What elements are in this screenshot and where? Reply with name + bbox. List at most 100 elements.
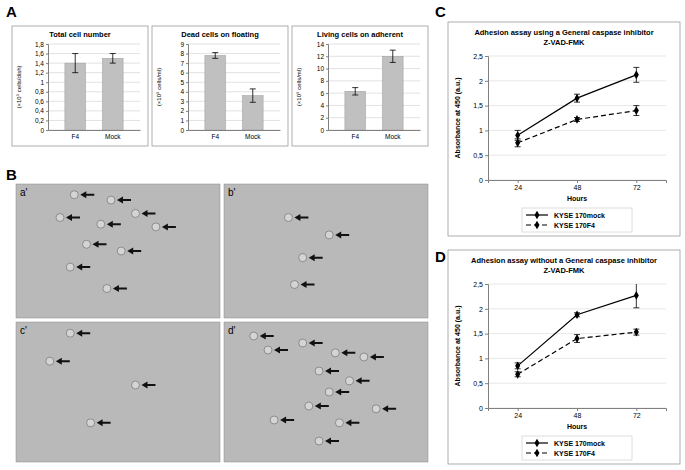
cell <box>107 196 115 204</box>
bar <box>102 58 123 130</box>
cell <box>284 214 292 222</box>
tick-label: F4 <box>71 133 79 140</box>
marker <box>574 94 579 103</box>
cell <box>325 388 333 396</box>
grid-line <box>48 53 140 54</box>
arrow <box>76 330 90 337</box>
tick-label: 9 <box>180 41 184 48</box>
grid <box>488 284 666 408</box>
grid <box>48 44 140 130</box>
plot-area: 00,511,522,5244872HoursAbsorbance at 450… <box>454 281 667 460</box>
line-chart: Adhesion assay using a General caspase i… <box>448 22 680 236</box>
grid-line <box>488 105 666 106</box>
arrow <box>325 368 339 375</box>
tick: 6 <box>180 69 188 76</box>
arrow <box>93 241 107 248</box>
grid-line <box>488 333 666 334</box>
plot-area: 0123456789F4Mock(×10⁵ cells/ml) <box>156 41 281 140</box>
tick-mark <box>186 63 188 64</box>
tick-label: 8 <box>320 77 324 84</box>
error-bar-cap <box>110 63 116 64</box>
arrow <box>345 419 359 426</box>
tick: 1,4 <box>35 60 48 67</box>
tick-mark <box>577 408 578 411</box>
cell <box>360 353 368 361</box>
arrow <box>66 214 80 221</box>
tick-label: 2,5 <box>473 53 483 60</box>
tick-label: 5 <box>180 79 184 86</box>
tick-label: 48 <box>574 412 582 419</box>
tick: 8 <box>180 50 188 57</box>
legend-frame <box>522 208 632 232</box>
arrow <box>294 214 308 221</box>
arrow <box>315 403 329 410</box>
cell <box>83 240 91 248</box>
micrograph: d' <box>224 322 428 462</box>
error-bar-stem <box>112 54 113 64</box>
grid <box>488 56 666 180</box>
tick-mark <box>186 111 188 112</box>
error-bar-cap <box>515 130 521 131</box>
arrow <box>370 354 384 361</box>
grid-line <box>48 120 140 121</box>
micrograph: c' <box>16 322 220 462</box>
grid-line <box>188 101 280 102</box>
grid-line <box>488 130 666 131</box>
grid-line <box>328 80 420 81</box>
bar-chart: Dead cells on floating0123456789F4Mock(×… <box>152 26 288 146</box>
cell <box>372 405 380 413</box>
axis-line <box>329 130 421 131</box>
arrow <box>356 377 370 384</box>
arrow <box>56 358 70 365</box>
chart-frame <box>152 26 288 146</box>
grid-line <box>328 130 420 131</box>
arrow <box>107 221 121 228</box>
chart-frame <box>448 250 680 464</box>
axis-line <box>489 409 667 412</box>
error-bar-cap <box>633 82 639 83</box>
cell <box>325 231 333 239</box>
tick-mark <box>186 44 188 45</box>
tick-label: Mock <box>385 133 401 140</box>
error-bar-cap <box>633 115 639 116</box>
grid-line <box>188 72 280 73</box>
y-axis-title: (×10⁵ cells/dish) <box>16 65 22 108</box>
tick-label: 8 <box>180 50 184 57</box>
legend-item: KYSE 170F4 <box>526 221 595 230</box>
plot-area: 02468101214F4Mock(×10⁵ cells/ml) <box>296 41 421 140</box>
tick: 0 <box>40 127 48 134</box>
tick: 0,8 <box>35 88 48 95</box>
figure: ABCDa'b'c'd'Total cell number00,20,40,60… <box>0 0 685 470</box>
x-axis: F4Mock <box>189 130 281 140</box>
axis-line <box>46 45 49 131</box>
y-axis-title: Absorbance at 450 (a.u.) <box>454 306 462 387</box>
arrow <box>301 281 315 288</box>
tick: Mock <box>245 130 261 140</box>
legend-marker <box>534 449 539 458</box>
tick-label: F4 <box>351 133 359 140</box>
y-axis: 00,511,522,5 <box>473 281 488 412</box>
tick-label: 12 <box>317 53 325 60</box>
cell <box>131 209 139 217</box>
tick-mark <box>326 69 328 70</box>
tick-label: 0 <box>320 127 324 134</box>
tick: 48 <box>574 408 582 419</box>
y-axis: 0123456789 <box>180 41 188 134</box>
tick: 72 <box>633 180 641 191</box>
axis-line <box>326 45 329 131</box>
tick-label: 2 <box>320 114 324 121</box>
y-axis: 00,511,522,5 <box>473 53 488 184</box>
marker <box>634 70 639 79</box>
error-bar-cap <box>250 102 256 103</box>
arrow <box>309 340 323 347</box>
micrograph: b' <box>224 184 428 318</box>
tick: 2,5 <box>473 281 488 288</box>
tick: 3 <box>180 98 188 105</box>
tick-mark <box>485 81 488 82</box>
tick-mark <box>326 105 328 106</box>
marker <box>634 106 639 115</box>
error-bar-cap <box>250 88 256 89</box>
tick-mark <box>485 408 488 409</box>
micrograph-label: a' <box>20 187 28 198</box>
y-axis: 02468101214 <box>317 41 329 134</box>
